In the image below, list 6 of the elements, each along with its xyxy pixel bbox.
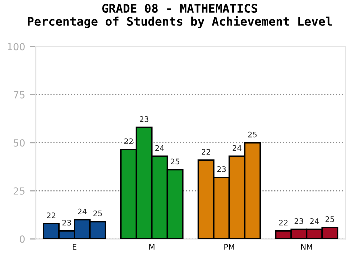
chart-title: GRADE 08 - MATHEMATICS Percentage of Students by Achievement Level [28, 4, 332, 28]
y-tick-label: 50 [14, 139, 25, 147]
y-tick-label: 75 [14, 92, 25, 99]
y-tick-label: 0 [20, 236, 25, 244]
y-tick-label: 100 [8, 43, 25, 51]
y-tick-label: 25 [14, 188, 25, 195]
